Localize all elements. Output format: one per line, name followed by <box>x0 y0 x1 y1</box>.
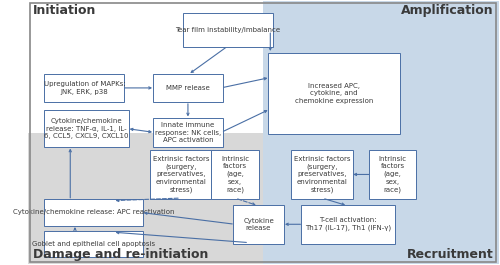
Text: MMP release: MMP release <box>166 85 210 91</box>
Text: Cytokine
release: Cytokine release <box>243 218 274 231</box>
FancyBboxPatch shape <box>150 149 212 199</box>
Text: Cytokine/chemokine release: APC reactivation: Cytokine/chemokine release: APC reactiva… <box>13 209 174 215</box>
FancyBboxPatch shape <box>44 110 129 147</box>
FancyBboxPatch shape <box>369 149 416 199</box>
Text: Intrinsic
factors
(age,
sex,
race): Intrinsic factors (age, sex, race) <box>378 156 407 193</box>
FancyBboxPatch shape <box>44 231 143 257</box>
FancyBboxPatch shape <box>268 52 400 134</box>
FancyBboxPatch shape <box>301 205 395 244</box>
Text: Upregulation of MAPKs:
JNK, ERK, p38: Upregulation of MAPKs: JNK, ERK, p38 <box>44 81 126 95</box>
Text: Initiation: Initiation <box>32 4 96 17</box>
Text: Intrinsic
factors
(age,
sex,
race): Intrinsic factors (age, sex, race) <box>221 156 249 193</box>
Text: Innate immune
response: NK cells,
APC activation: Innate immune response: NK cells, APC ac… <box>155 122 221 143</box>
FancyBboxPatch shape <box>183 13 272 47</box>
FancyBboxPatch shape <box>263 132 498 264</box>
FancyBboxPatch shape <box>152 118 223 147</box>
FancyBboxPatch shape <box>263 1 498 132</box>
Text: Damage and re-initiation: Damage and re-initiation <box>32 248 208 261</box>
FancyBboxPatch shape <box>232 205 284 244</box>
Text: Goblet and epithelial cell apoptosis: Goblet and epithelial cell apoptosis <box>32 241 156 247</box>
FancyBboxPatch shape <box>292 149 352 199</box>
FancyBboxPatch shape <box>44 73 124 102</box>
Text: T-cell activation:
Th17 (IL-17), Th1 (IFN-γ): T-cell activation: Th17 (IL-17), Th1 (IF… <box>305 217 391 231</box>
Text: Increased APC,
cytokine, and
chemokine expression: Increased APC, cytokine, and chemokine e… <box>294 83 373 104</box>
FancyBboxPatch shape <box>212 149 258 199</box>
FancyBboxPatch shape <box>152 73 223 102</box>
FancyBboxPatch shape <box>28 132 263 264</box>
Text: Extrinsic factors
(surgery,
preservatives,
environmental
stress): Extrinsic factors (surgery, preservative… <box>152 156 209 193</box>
Text: Recruitment: Recruitment <box>407 248 494 261</box>
FancyBboxPatch shape <box>44 199 143 226</box>
Text: Amplification: Amplification <box>402 4 494 17</box>
Text: Cytokine/chemokine
release: TNF-α, IL-1, IL-
6, CCL5, CXCL9, CXCL10: Cytokine/chemokine release: TNF-α, IL-1,… <box>44 118 129 139</box>
Text: Extrinsic factors
(surgery,
preservatives,
environmental
stress): Extrinsic factors (surgery, preservative… <box>294 156 350 193</box>
Text: Tear film instability/imbalance: Tear film instability/imbalance <box>176 27 281 33</box>
FancyBboxPatch shape <box>28 1 263 132</box>
